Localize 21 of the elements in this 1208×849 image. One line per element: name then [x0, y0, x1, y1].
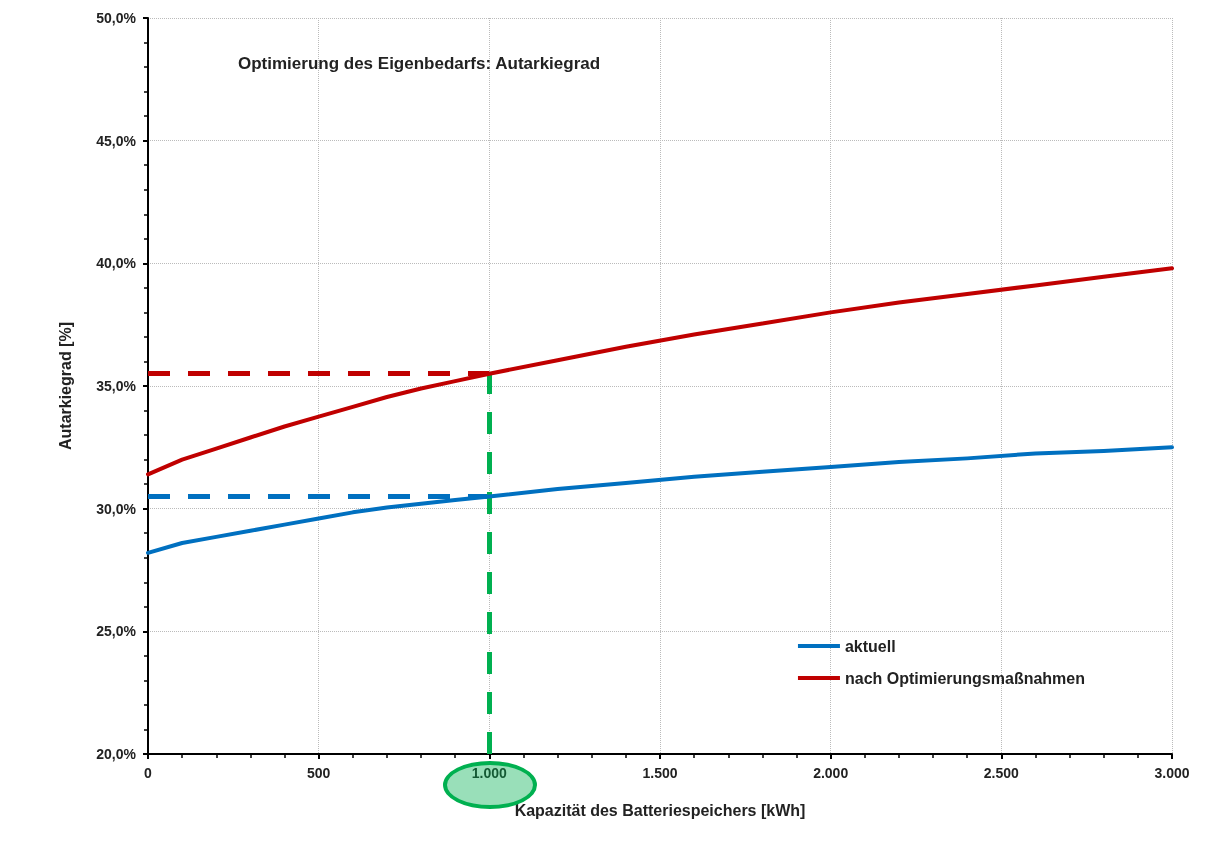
y-tick-label: 30,0%: [96, 500, 137, 517]
y-tick-label: 25,0%: [96, 623, 137, 640]
text: Optimierung des Eigenbedarfs: Autarkiegrad: [238, 54, 601, 73]
y-tick-label: 35,0%: [96, 378, 137, 394]
legend-label: aktuell: [844, 637, 896, 655]
line-series: [146, 266, 1174, 477]
x-axis-title: Kapazität des Batteriespeichers [kWh]: [514, 801, 806, 819]
x-tick-label: 0: [144, 765, 153, 781]
legend-label: nach Optimierungsmaßnahmen: [844, 669, 1086, 687]
y-tick-label: 40,0%: [96, 255, 137, 272]
x-tick-label: 2.500: [983, 765, 1020, 781]
x-tick-label: 1.500: [642, 765, 678, 781]
y-axis-title: Autarkiegrad [%]: [56, 321, 74, 451]
x-tick-label: 1.000: [471, 765, 508, 781]
x-tick-label: 2.000: [813, 765, 849, 781]
x-tick-label: 3.000: [1154, 765, 1190, 781]
y-tick-label: 45,0%: [96, 132, 137, 149]
y-tick-label: 50,0%: [96, 10, 137, 26]
line-series: [146, 445, 1174, 555]
x-tick-label: 500: [306, 765, 331, 781]
y-tick-label: 20,0%: [96, 746, 137, 762]
